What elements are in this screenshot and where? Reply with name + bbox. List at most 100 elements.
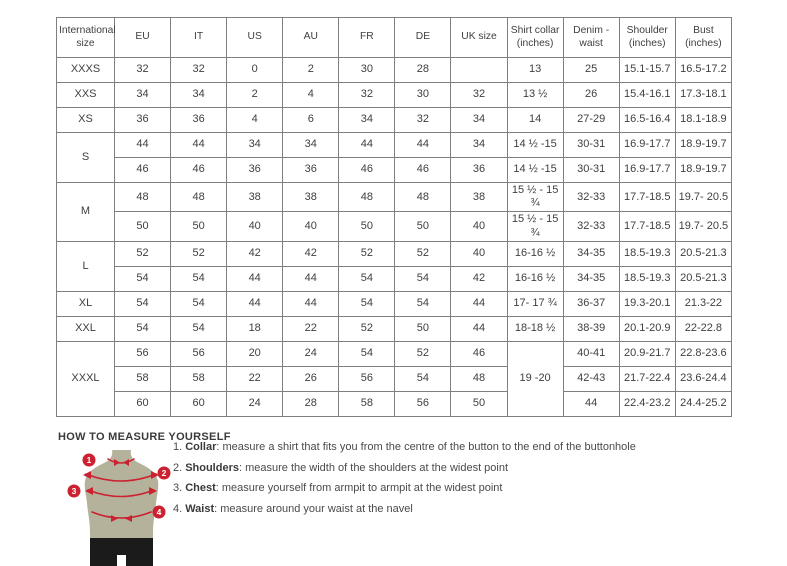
measure-list-item: 2. Shoulders: measure the width of the sh…: [173, 462, 636, 474]
table-cell: 22: [282, 315, 340, 342]
table-cell: 36: [226, 157, 284, 183]
table-cell: 46: [113, 157, 172, 183]
waist-arrow-right: [111, 515, 118, 522]
table-row: XL 54 54 44 44 54 54 44 17- 17 ¾ 36-37 19.3-20.1 21…: [56, 290, 733, 317]
table-cell: 14 ½ -15: [506, 132, 564, 158]
table-cell: 54: [394, 365, 452, 392]
table-cell: 32: [170, 57, 228, 83]
table-cell: 44: [226, 290, 284, 317]
table-cell: 36: [282, 157, 340, 183]
international-size-cell: XS: [56, 107, 115, 133]
table-cell: 54: [113, 290, 172, 317]
table-cell: 50: [170, 211, 228, 242]
table-row: 58 58 22 26 56 54 48 42-43 21.7-22.4 23.6-24.4: [57, 365, 733, 392]
table-cell: 19.7- 20.5: [674, 211, 733, 242]
table-cell: 46: [394, 157, 452, 183]
table-cell: 2: [282, 57, 340, 83]
table-cell: 34: [450, 132, 508, 158]
table-cell: 52: [338, 240, 396, 267]
column-header: US: [226, 17, 284, 58]
table-cell: 38-39: [562, 315, 620, 342]
table-row: XS 36 36 4 6 34 32 34 14 27-29 16.5-16.4 18.1-18.9: [56, 107, 733, 133]
table-cell: 50: [113, 211, 172, 242]
table-cell: 48: [394, 181, 452, 213]
shoulders-measure-line: [85, 473, 157, 482]
table-cell: [450, 57, 508, 83]
marker-3: 3: [67, 484, 81, 498]
table-cell: 16-16 ½: [506, 265, 564, 292]
table-cell: 56: [170, 340, 228, 367]
table-cell: 54: [170, 290, 228, 317]
table-cell: 26: [282, 365, 340, 392]
collar-arrow-left: [123, 459, 129, 466]
waist-measure-line: [91, 511, 152, 519]
size-chart-body: XXXS 32 32 0 2 30 28 13 25 15.1-15.7 16.5-17.2 XXS 3…: [56, 57, 733, 417]
table-cell: 38: [282, 181, 340, 213]
table-cell: 32-33: [562, 181, 620, 213]
table-cell: 46: [338, 157, 396, 183]
column-header: IT: [170, 17, 228, 58]
table-cell: 52: [394, 240, 452, 267]
table-cell: 18.5-19.3: [618, 240, 676, 267]
table-cell: 38: [450, 181, 508, 213]
table-cell: 15 ½ - 15 ¾: [506, 211, 564, 242]
measure-item-label: Chest: [185, 482, 216, 494]
table-cell: 16.9-17.7: [618, 132, 676, 158]
measure-item-label: Collar: [185, 441, 217, 453]
table-cell: 42: [450, 265, 508, 292]
table-cell: 54: [113, 315, 172, 342]
table-cell: 16.5-16.4: [618, 107, 676, 133]
table-cell: 19.3-20.1: [618, 290, 676, 317]
table-cell: 17.7-18.5: [618, 181, 676, 213]
table-cell: 21.3-22: [674, 290, 733, 317]
table-cell: 15 ½ - 15 ¾: [506, 181, 564, 213]
mannequin-shorts: [90, 538, 153, 566]
size-chart-header-row: International size EU IT US AU FR DE UK size Shi…: [56, 17, 733, 58]
svg-text:3: 3: [72, 486, 77, 496]
table-row: XXXS 32 32 0 2 30 28 13 25 15.1-15.7 16.5-17.2: [56, 57, 733, 83]
table-cell: 32: [338, 82, 396, 108]
marker-2: 2: [157, 466, 171, 480]
table-cell: 54: [338, 290, 396, 317]
table-cell: 34: [113, 82, 172, 108]
svg-text:2: 2: [162, 468, 167, 478]
table-cell: 20: [226, 340, 284, 367]
international-size-cell: XXL: [56, 315, 115, 342]
table-cell: 58: [113, 365, 172, 392]
table-cell: 22.8-23.6: [674, 340, 733, 367]
table-cell: 4: [226, 107, 284, 133]
table-cell: 40-41: [562, 340, 620, 367]
table-cell: 48: [450, 365, 508, 392]
table-cell: 28: [394, 57, 452, 83]
table-cell: 60: [113, 390, 172, 417]
table-cell: 13: [506, 57, 564, 83]
table-cell: 17.3-18.1: [674, 82, 733, 108]
table-cell: 28: [282, 390, 340, 417]
column-header: EU: [113, 17, 172, 58]
table-cell: 36-37: [562, 290, 620, 317]
table-cell: 13 ½: [506, 82, 564, 108]
table-cell: 22-22.8: [674, 315, 733, 342]
table-cell: 44: [338, 132, 396, 158]
table-cell: 54: [338, 265, 396, 292]
waist-arrow-left: [125, 515, 132, 522]
measure-list-item: 1. Collar: measure a shirt that fits you …: [173, 442, 636, 453]
table-cell: 58: [170, 365, 228, 392]
table-cell: 54: [394, 290, 452, 317]
table-cell: 22: [226, 365, 284, 392]
collar-measure-line: [107, 458, 135, 464]
column-header: Bust (inches): [674, 17, 733, 58]
international-size-cell: XXXS: [56, 57, 115, 83]
table-cell: 44: [282, 265, 340, 292]
table-cell: 18.9-19.7: [674, 157, 733, 183]
table-cell: 54: [338, 340, 396, 367]
table-cell: 50: [394, 315, 452, 342]
table-cell: 20.5-21.3: [674, 240, 733, 267]
table-cell: 16.9-17.7: [618, 157, 676, 183]
table-cell: 30: [338, 57, 396, 83]
table-cell: 48: [113, 181, 172, 213]
chest-arrow-left: [85, 487, 93, 495]
marker-1: 1: [82, 453, 96, 467]
table-cell: 24: [226, 390, 284, 417]
svg-text:4: 4: [157, 507, 162, 517]
